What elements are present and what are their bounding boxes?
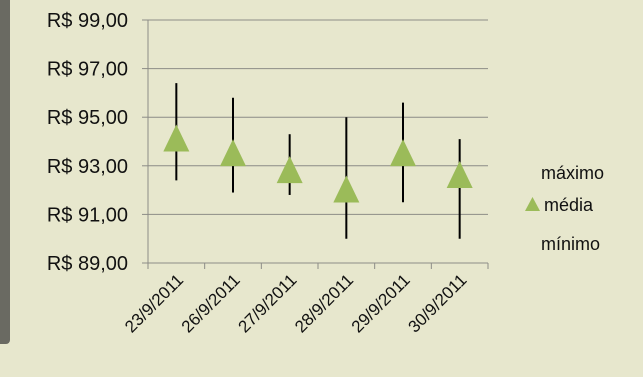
media-marker [446, 160, 473, 188]
x-tick-label: 23/9/2011 [121, 270, 187, 336]
legend-label-minimo: mínimo [541, 234, 600, 254]
x-tick-label: 28/9/2011 [291, 270, 357, 336]
media-marker [390, 139, 416, 167]
y-tick-label: R$ 97,00 [47, 59, 128, 81]
media-marker [220, 139, 246, 167]
left-border-decoration [0, 0, 10, 344]
y-tick-label: R$ 95,00 [47, 107, 128, 129]
legend-marker-media [525, 197, 540, 211]
legend-label-maximo: máximo [541, 163, 604, 183]
y-tick-label: R$ 89,00 [47, 253, 128, 275]
y-tick-label: R$ 93,00 [47, 156, 128, 178]
y-tick-label: R$ 91,00 [47, 204, 128, 226]
media-marker [276, 156, 303, 184]
x-tick-label: 26/9/2011 [178, 270, 244, 336]
media-marker [333, 175, 360, 203]
media-marker [163, 124, 190, 152]
y-tick-label: R$ 99,00 [47, 10, 128, 32]
x-tick-label: 29/9/2011 [348, 270, 414, 336]
legend-label-media: média [544, 195, 594, 215]
x-tick-label: 30/9/2011 [404, 270, 470, 336]
x-tick-label: 27/9/2011 [234, 270, 300, 336]
